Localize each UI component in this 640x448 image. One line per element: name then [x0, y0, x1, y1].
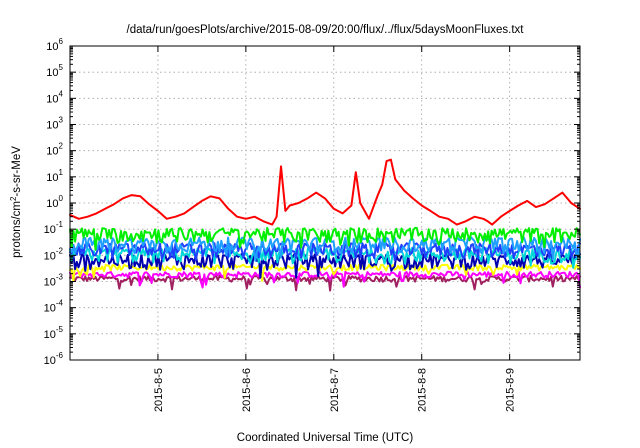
y-tick-label: 10-1	[44, 220, 64, 236]
y-tick-label: 104	[46, 89, 63, 105]
series-line	[69, 275, 581, 292]
y-tick-label: 10-6	[44, 351, 64, 367]
series-line	[69, 226, 581, 251]
series-line	[69, 270, 581, 289]
y-tick-label: 10-3	[44, 273, 64, 289]
y-tick-label: 10-5	[44, 325, 64, 341]
x-tick-label: 2015-8-9	[505, 368, 517, 412]
y-axis-label: protons/cm2-s-sr-MeV	[9, 146, 24, 258]
series-line	[69, 242, 581, 262]
y-tick-label: 101	[46, 168, 63, 184]
x-tick-label: 2015-8-5	[153, 368, 165, 412]
series-group	[69, 158, 581, 292]
y-tick-label: 105	[46, 63, 63, 79]
x-tick-label: 2015-8-8	[417, 368, 429, 412]
series-line	[69, 158, 581, 226]
chart-title: /data/run/goesPlots/archive/2015-08-09/2…	[127, 24, 525, 36]
y-tick-label: 102	[46, 142, 63, 158]
y-tick-label: 103	[46, 116, 63, 132]
x-tick-label: 2015-8-6	[241, 368, 253, 412]
x-axis: 2015-8-5 2015-8-6 2015-8-7 2015-8-8 2015-8-9	[153, 46, 517, 412]
series-line	[69, 263, 581, 282]
y-tick-label: 106	[46, 37, 63, 53]
series-line	[69, 236, 581, 262]
y-axis: 10-6 10-5 10-4 10-3 10-2 10-1 100 101 102 103 104 1…	[44, 37, 580, 367]
grid	[70, 46, 580, 360]
y-tick-label: 10-2	[44, 246, 64, 262]
x-axis-label: Coordinated Universal Time (UTC)	[237, 432, 414, 444]
y-tick-label: 100	[46, 194, 63, 210]
y-tick-label: 10-4	[44, 299, 64, 315]
x-tick-label: 2015-8-7	[329, 368, 341, 412]
plot-frame	[69, 45, 581, 361]
